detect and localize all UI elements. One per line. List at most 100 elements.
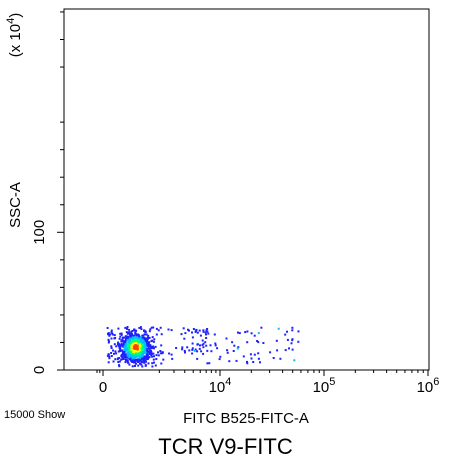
event-point (290, 342, 293, 345)
event-point (139, 353, 142, 356)
event-point (138, 350, 141, 353)
event-point (216, 347, 219, 350)
event-point (146, 341, 149, 344)
event-point (144, 363, 147, 366)
event-point (202, 329, 205, 332)
event-point (171, 357, 174, 360)
event-point (170, 353, 173, 356)
event-point (145, 344, 148, 347)
event-point (106, 327, 109, 329)
event-point (134, 344, 137, 347)
event-point (135, 351, 137, 354)
event-point (139, 352, 142, 355)
event-point (153, 338, 156, 341)
event-point (141, 355, 143, 358)
event-point (150, 352, 153, 355)
event-point (110, 337, 113, 340)
x-tick-label: 106 (417, 376, 440, 396)
event-point (134, 342, 137, 344)
event-point (204, 331, 207, 334)
event-point (202, 342, 205, 345)
event-point (159, 352, 162, 355)
event-point (157, 329, 160, 332)
event-point (132, 342, 135, 345)
event-point (276, 349, 279, 352)
event-point (109, 333, 112, 336)
event-point (120, 339, 123, 342)
event-point (124, 341, 127, 344)
event-point (291, 348, 294, 351)
event-point (130, 354, 133, 357)
event-point (210, 350, 213, 353)
event-point (143, 344, 146, 347)
event-point (131, 334, 134, 337)
event-point (123, 345, 126, 348)
event-point (113, 343, 116, 346)
event-point (128, 354, 131, 357)
event-count-label: 15000 Show (4, 409, 65, 421)
event-point (143, 343, 146, 346)
event-point (111, 332, 114, 335)
event-point (132, 349, 135, 352)
event-point (143, 329, 146, 332)
event-point (131, 335, 134, 338)
event-point (253, 334, 256, 337)
event-point (118, 364, 120, 367)
event-point (155, 358, 158, 360)
event-point (127, 332, 130, 334)
event-point (114, 358, 117, 361)
event-point (113, 352, 115, 355)
event-point (259, 361, 261, 364)
event-point (126, 361, 129, 364)
event-point (246, 341, 249, 344)
event-point (228, 360, 231, 363)
event-point (118, 349, 121, 352)
event-point (145, 355, 148, 358)
event-point (140, 363, 143, 366)
event-point (123, 356, 126, 359)
event-point (146, 358, 149, 360)
y-axis-label: SSC-A (7, 182, 24, 228)
event-point (159, 350, 162, 352)
event-point (149, 344, 152, 347)
event-point (202, 330, 205, 333)
event-point (110, 329, 113, 332)
event-point (275, 339, 278, 342)
event-point (196, 331, 199, 334)
event-point (138, 360, 141, 363)
event-point (135, 339, 138, 342)
event-point (130, 350, 133, 353)
event-point (126, 359, 129, 362)
event-point (141, 338, 144, 341)
event-point (125, 359, 127, 362)
event-point (126, 326, 129, 328)
event-point (133, 340, 136, 343)
event-point (135, 338, 138, 341)
event-point (143, 336, 146, 339)
event-point (150, 340, 153, 343)
event-point (133, 360, 136, 362)
event-point (133, 348, 136, 351)
event-point (140, 336, 143, 339)
event-point (246, 360, 248, 363)
event-point (144, 357, 147, 360)
event-point (238, 332, 241, 335)
event-point (134, 346, 137, 349)
event-point (119, 335, 122, 338)
event-point (138, 327, 141, 329)
event-point (139, 344, 142, 347)
event-point (125, 335, 128, 338)
event-point (246, 330, 249, 333)
event-point (127, 353, 130, 356)
event-point (205, 333, 207, 336)
event-point (196, 343, 199, 346)
event-point (149, 328, 152, 331)
event-point (138, 357, 141, 359)
event-point (277, 327, 280, 330)
event-point (141, 365, 144, 368)
event-point (195, 330, 197, 332)
event-point (206, 362, 209, 365)
event-point (143, 361, 146, 364)
event-point (170, 329, 173, 332)
event-point (137, 339, 140, 342)
